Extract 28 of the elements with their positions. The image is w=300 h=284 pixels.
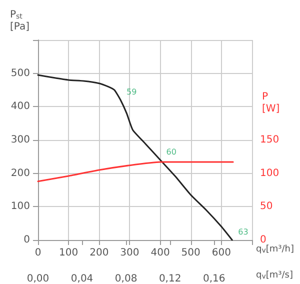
y-tick-label: 200	[10, 168, 30, 179]
x-tick-label: 400	[150, 248, 170, 258]
x-tick-label: 300	[120, 248, 140, 258]
annotation: 60	[166, 148, 176, 156]
y-tick-label: 100	[10, 201, 30, 212]
line-series	[37, 161, 234, 182]
x2-tick-label: 0,08	[114, 274, 138, 284]
x-tick-label: 0	[34, 248, 42, 258]
x-tick-label: 200	[90, 248, 109, 258]
x2-tick-label: 0,00	[26, 274, 50, 284]
annotation: 63	[238, 228, 248, 236]
y-tick-label: 500	[10, 68, 30, 79]
y2-axis-title: P [W]	[262, 92, 280, 114]
y2-tick-label: 0	[260, 234, 266, 246]
y-tick-label: 0	[24, 234, 30, 246]
x2-tick-label: 0,04	[70, 274, 94, 284]
annotation: 59	[126, 88, 137, 96]
x-tick-label: 600	[212, 248, 231, 258]
y-tick-label: 300	[10, 134, 30, 146]
x2-tick-label: 0,16	[202, 274, 226, 284]
y2-tick-label: 150	[260, 134, 280, 146]
y2-tick-label: 100	[260, 168, 280, 179]
x2-tick-label: 0,12	[158, 274, 182, 284]
x-tick-label: 100	[59, 248, 78, 258]
line-series	[37, 74, 233, 241]
y-tick-label: 400	[10, 101, 30, 112]
x-tick-label: 500	[181, 248, 200, 258]
y2-tick-label: 50	[260, 201, 273, 212]
